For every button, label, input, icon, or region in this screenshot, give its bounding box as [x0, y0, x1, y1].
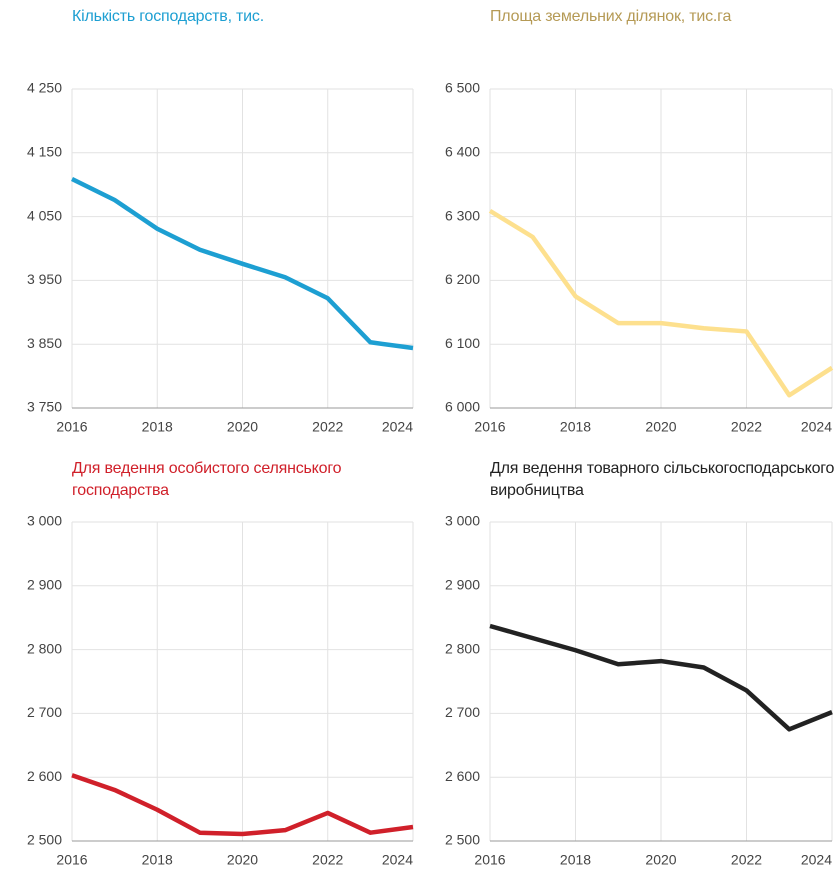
x-tick-label: 2018 — [142, 852, 173, 868]
y-tick-label: 6 500 — [445, 80, 480, 96]
y-tick-label: 2 600 — [445, 768, 480, 784]
data-line — [488, 208, 834, 398]
y-tick-label: 2 700 — [445, 704, 480, 720]
y-tick-label: 3 850 — [27, 335, 62, 351]
y-tick-label: 2 900 — [445, 577, 480, 593]
y-tick-label: 4 250 — [27, 80, 62, 96]
x-tick-label: 2022 — [731, 419, 762, 435]
x-tick-label: 2022 — [731, 852, 762, 868]
y-tick-label: 2 900 — [27, 577, 62, 593]
y-tick-label: 3 750 — [27, 399, 62, 415]
x-tick-label: 2024 — [382, 419, 413, 435]
y-tick-label: 3 950 — [27, 271, 62, 287]
y-tick-label: 6 300 — [445, 207, 480, 223]
y-tick-label: 6 400 — [445, 144, 480, 160]
data-line — [71, 773, 414, 837]
y-tick-label: 4 050 — [27, 207, 62, 223]
y-tick-label: 2 600 — [27, 768, 62, 784]
x-tick-label: 2024 — [801, 419, 832, 435]
x-tick-label: 2022 — [312, 852, 343, 868]
x-tick-label: 2018 — [560, 852, 591, 868]
x-tick-label: 2020 — [645, 852, 676, 868]
data-line — [489, 623, 833, 732]
y-tick-label: 4 150 — [27, 144, 62, 160]
y-tick-label: 2 800 — [445, 640, 480, 656]
y-tick-label: 3 000 — [27, 513, 62, 529]
x-tick-label: 2018 — [560, 419, 591, 435]
x-tick-label: 2024 — [382, 852, 413, 868]
x-tick-label: 2022 — [312, 419, 343, 435]
x-tick-label: 2024 — [801, 852, 832, 868]
y-tick-label: 2 500 — [445, 832, 480, 848]
y-tick-label: 6 000 — [445, 399, 480, 415]
x-tick-label: 2018 — [142, 419, 173, 435]
x-tick-label: 2020 — [227, 419, 258, 435]
chart-title: Площа земельних ділянок, тис.га — [490, 8, 732, 25]
x-tick-label: 2020 — [227, 852, 258, 868]
x-tick-label: 2016 — [474, 852, 505, 868]
y-tick-label: 6 100 — [445, 335, 480, 351]
y-tick-label: 6 200 — [445, 271, 480, 287]
y-tick-label: 2 500 — [27, 832, 62, 848]
x-tick-label: 2016 — [56, 852, 87, 868]
data-line — [71, 176, 414, 351]
x-tick-label: 2016 — [56, 419, 87, 435]
y-tick-label: 2 700 — [27, 704, 62, 720]
chart-title: Кількість господарств, тис. — [72, 8, 264, 25]
x-tick-label: 2016 — [474, 419, 505, 435]
y-tick-label: 2 800 — [27, 640, 62, 656]
x-tick-label: 2020 — [645, 419, 676, 435]
chart-title: Для ведення товарного сільськогосподарсь… — [490, 460, 835, 499]
chart-title: Для ведення особистого селянського госпо… — [72, 460, 342, 499]
y-tick-label: 3 000 — [445, 513, 480, 529]
